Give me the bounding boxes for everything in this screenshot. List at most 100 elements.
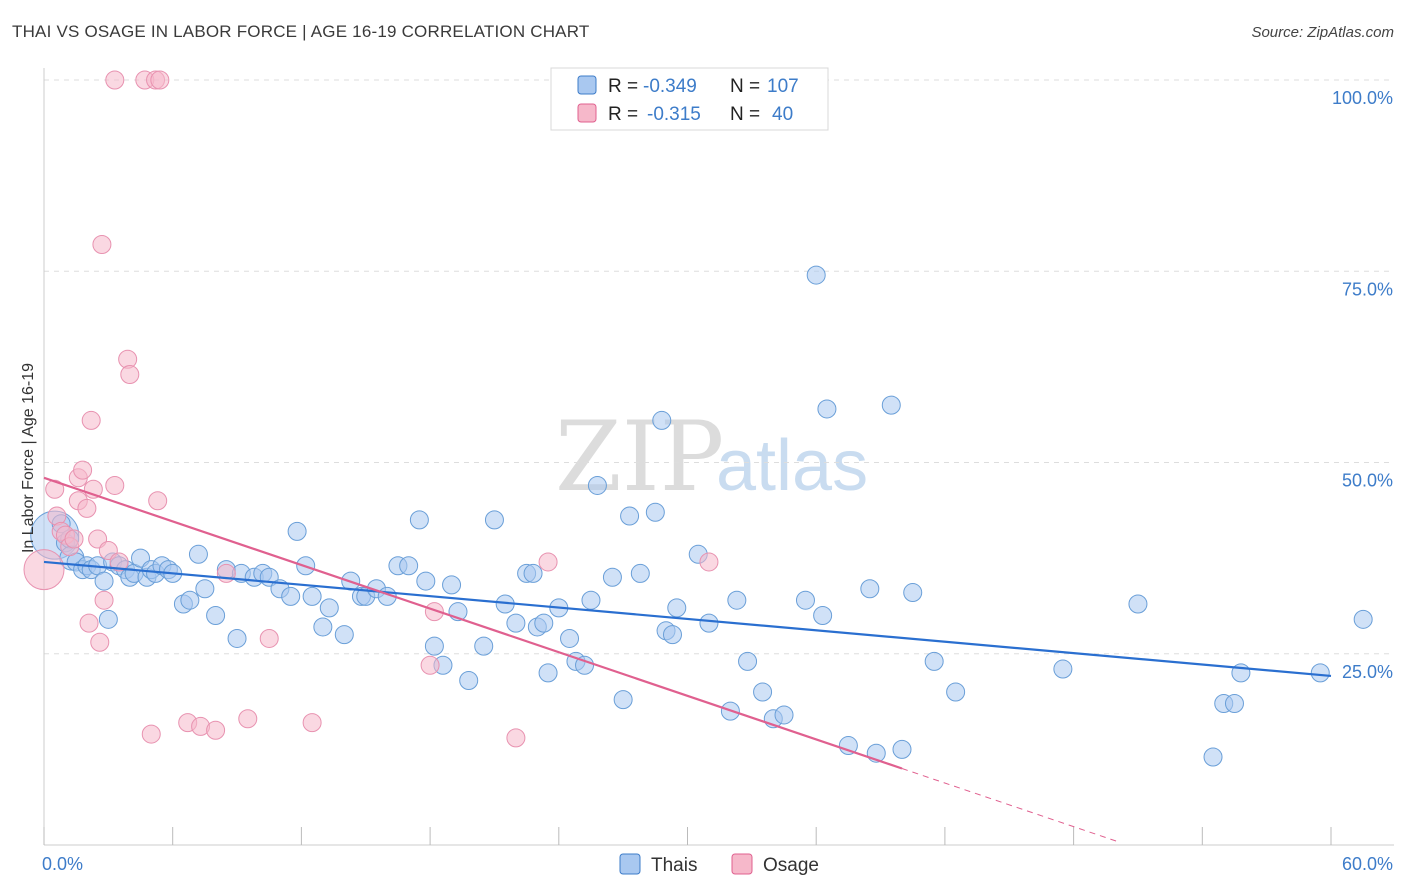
osage-point (206, 720, 226, 740)
osage-point (120, 365, 140, 385)
thais-point (806, 265, 826, 285)
legend-n-value-thais: 107 (767, 76, 799, 97)
osage-point (79, 613, 99, 633)
thais-point (523, 563, 543, 583)
legend-bottom-label-thais: Thais (651, 855, 697, 876)
grid-lines (44, 79, 1394, 655)
osage-point (302, 713, 322, 733)
osage-point (23, 549, 65, 591)
osage-point (238, 709, 258, 729)
thais-point (652, 410, 672, 430)
thais-point (313, 617, 333, 637)
thais-point (459, 671, 479, 691)
thais-point (206, 606, 226, 625)
thais-point (727, 590, 747, 610)
watermark-atlas: atlas (716, 426, 868, 506)
thais-point (1128, 594, 1148, 614)
thais-point (774, 705, 794, 725)
thais-point (409, 510, 429, 530)
osage-point (424, 602, 444, 622)
thais-point (753, 682, 773, 702)
thais-point (180, 590, 200, 610)
thais-point (287, 521, 307, 541)
thais-point (813, 606, 833, 625)
thais-point (506, 613, 526, 633)
thais-point (98, 609, 118, 629)
data-points (23, 70, 1373, 767)
thais-point (662, 625, 682, 645)
thais-point (227, 628, 247, 648)
osage-point (92, 234, 112, 254)
thais-point (334, 625, 354, 645)
osage-trend-line (43, 476, 903, 770)
thais-point (903, 583, 923, 603)
y-tick-labels: 25.0% 50.0% 75.0% 100.0% (1332, 88, 1393, 682)
trend-lines (43, 476, 1332, 844)
thais-point (620, 506, 640, 526)
x-tick-max: 60.0% (1342, 854, 1393, 874)
osage-point (64, 529, 84, 549)
legend-swatch-osage (577, 103, 597, 123)
x-tick-min: 0.0% (42, 854, 83, 874)
thais-point (1310, 663, 1330, 683)
thais-point (795, 590, 815, 610)
osage-trend-extension (901, 768, 1121, 844)
legend-r-label-thais: R = (608, 76, 638, 97)
osage-point (94, 590, 114, 610)
y-axis-label: In Labor Force | Age 16-19 (20, 363, 37, 553)
thais-point (94, 571, 114, 591)
legend-n-value-osage: 40 (772, 104, 793, 125)
thais-point (416, 571, 436, 591)
watermark-zip: ZIP (555, 401, 724, 513)
osage-point (77, 498, 97, 518)
thais-point (892, 739, 912, 759)
legend-r-value-osage: -0.315 (647, 104, 701, 125)
thais-trend-line (43, 560, 1332, 678)
y-tick-label-50: 50.0% (1342, 471, 1393, 491)
legend-bottom-swatch-thais (619, 853, 641, 875)
legend-bottom-label-osage: Osage (763, 855, 819, 876)
thais-point (442, 575, 462, 595)
osage-point (148, 491, 168, 511)
osage-point (538, 552, 558, 572)
osage-point (699, 552, 719, 572)
legend-n-label-osage: N = (730, 104, 760, 125)
thais-point (817, 399, 837, 419)
legend-bottom-swatch-osage (731, 853, 753, 875)
thais-point (838, 736, 858, 756)
osage-point (141, 724, 161, 744)
osage-point (506, 728, 526, 748)
legend-top: R = -0.349 N = 107 R = -0.315 N = 40 (550, 67, 829, 131)
thais-point (188, 544, 208, 564)
thais-point (587, 475, 607, 495)
thais-point (924, 651, 944, 671)
thais-point (738, 651, 758, 671)
legend-bottom: Thais Osage (619, 853, 819, 876)
thais-point (860, 579, 880, 599)
thais-point (881, 395, 901, 415)
thais-point (534, 613, 554, 633)
y-tick-label-100: 100.0% (1332, 88, 1393, 108)
thais-point (474, 636, 494, 656)
source-note: Source: ZipAtlas.com (1251, 24, 1394, 41)
osage-point (420, 655, 440, 675)
osage-point (150, 70, 170, 90)
legend-r-label-osage: R = (608, 104, 638, 125)
y-tick-label-25: 25.0% (1342, 662, 1393, 682)
osage-point (259, 628, 279, 648)
thais-point (946, 682, 966, 702)
thais-point (699, 613, 719, 633)
thais-point (1053, 659, 1073, 679)
thais-point (319, 598, 339, 618)
osage-point (105, 475, 125, 495)
thais-point (1203, 747, 1223, 767)
legend-n-label-thais: N = (730, 76, 760, 97)
thais-point (560, 628, 580, 648)
y-tick-label-75: 75.0% (1342, 279, 1393, 299)
watermark: ZIP atlas (555, 401, 868, 513)
thais-point (602, 567, 622, 587)
osage-point (73, 460, 93, 480)
axes (43, 68, 1394, 846)
thais-point (630, 563, 650, 583)
